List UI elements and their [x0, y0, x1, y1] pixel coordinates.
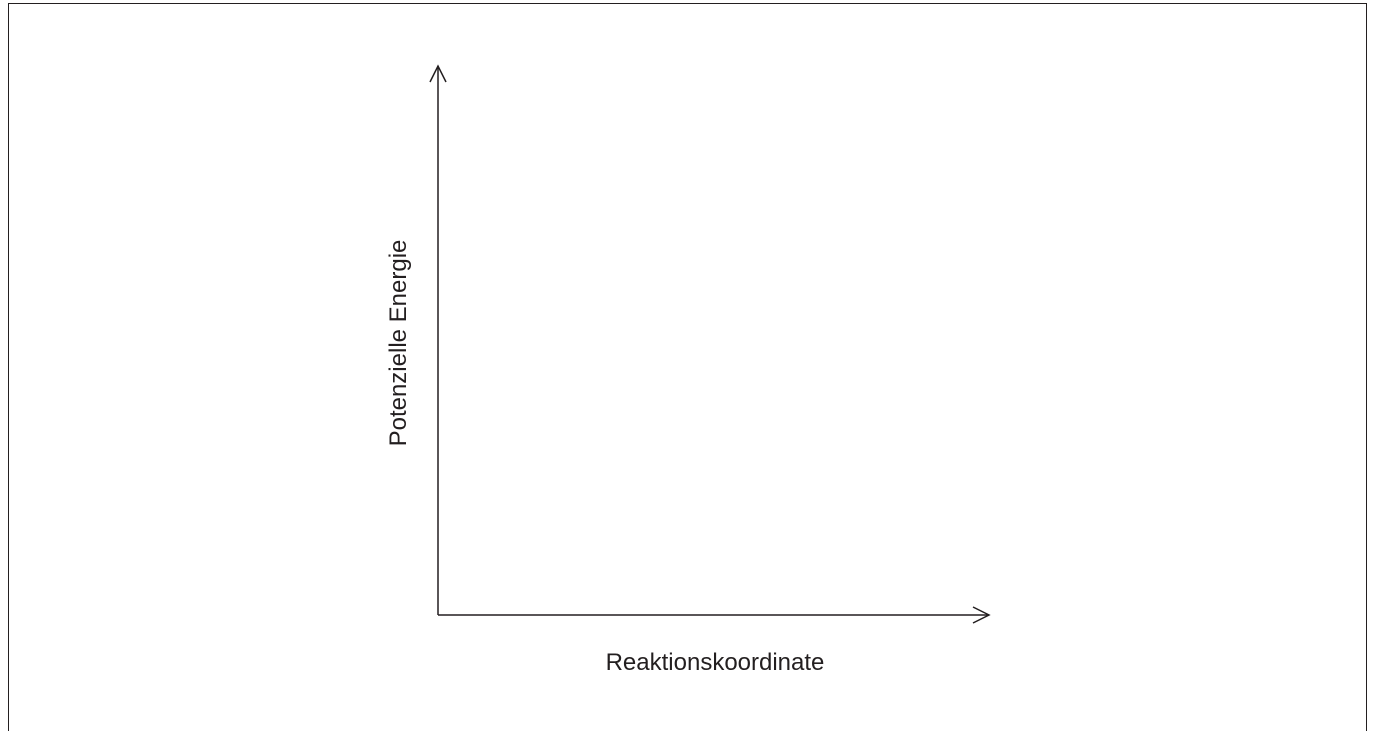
x-axis-label: Reaktionskoordinate [606, 649, 825, 676]
y-arrowhead [429, 64, 447, 83]
frame [8, 3, 1367, 731]
x-arrowhead [972, 606, 991, 624]
y-axis-label: Potenzielle Energie [385, 240, 412, 447]
